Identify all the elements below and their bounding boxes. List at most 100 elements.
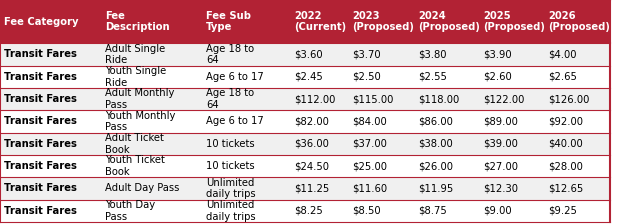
- Text: Transit Fares: Transit Fares: [4, 139, 77, 149]
- Bar: [202, 43, 290, 66]
- Bar: [349, 0, 414, 43]
- Text: Youth Single
Ride: Youth Single Ride: [105, 66, 166, 88]
- Text: $28.00: $28.00: [548, 161, 583, 171]
- Text: $2.45: $2.45: [294, 72, 323, 82]
- Bar: [101, 0, 202, 43]
- Bar: [202, 133, 290, 155]
- Bar: [202, 200, 290, 222]
- Bar: [290, 177, 349, 200]
- Text: $11.25: $11.25: [294, 183, 329, 193]
- Text: 2023
(Proposed): 2023 (Proposed): [353, 11, 414, 32]
- Bar: [480, 43, 545, 66]
- Text: $24.50: $24.50: [294, 161, 329, 171]
- Bar: [545, 43, 610, 66]
- Bar: [101, 43, 202, 66]
- Text: $2.50: $2.50: [353, 72, 381, 82]
- Bar: [414, 110, 480, 133]
- Text: $2.55: $2.55: [418, 72, 447, 82]
- Bar: [414, 155, 480, 177]
- Text: Age 6 to 17: Age 6 to 17: [206, 116, 264, 126]
- Text: $112.00: $112.00: [294, 94, 335, 104]
- Text: 2022
(Current): 2022 (Current): [294, 11, 346, 32]
- Bar: [349, 177, 414, 200]
- Bar: [545, 133, 610, 155]
- Text: 10 tickets: 10 tickets: [206, 139, 254, 149]
- Bar: [414, 133, 480, 155]
- Text: $37.00: $37.00: [353, 139, 388, 149]
- Bar: [349, 88, 414, 110]
- Bar: [480, 66, 545, 88]
- Bar: [290, 155, 349, 177]
- Text: Transit Fares: Transit Fares: [4, 50, 77, 59]
- Bar: [545, 66, 610, 88]
- Bar: [545, 88, 610, 110]
- Text: Youth Monthly
Pass: Youth Monthly Pass: [105, 111, 175, 132]
- Text: Youth Day
Pass: Youth Day Pass: [105, 200, 155, 222]
- Bar: [0, 66, 101, 88]
- Bar: [202, 110, 290, 133]
- Text: $8.50: $8.50: [353, 206, 381, 216]
- Bar: [545, 200, 610, 222]
- Text: Age 18 to
64: Age 18 to 64: [206, 88, 254, 110]
- Bar: [101, 66, 202, 88]
- Bar: [290, 200, 349, 222]
- Text: $11.95: $11.95: [418, 183, 453, 193]
- Bar: [290, 66, 349, 88]
- Text: 2024
(Proposed): 2024 (Proposed): [418, 11, 480, 32]
- Bar: [101, 133, 202, 155]
- Text: $92.00: $92.00: [548, 116, 583, 126]
- Text: Fee Sub
Type: Fee Sub Type: [206, 11, 251, 32]
- Bar: [480, 88, 545, 110]
- Bar: [545, 110, 610, 133]
- Bar: [0, 155, 101, 177]
- Text: $27.00: $27.00: [483, 161, 518, 171]
- Text: Adult Ticket
Book: Adult Ticket Book: [105, 133, 164, 155]
- Text: $36.00: $36.00: [294, 139, 329, 149]
- Bar: [0, 0, 101, 43]
- Text: $89.00: $89.00: [483, 116, 518, 126]
- Bar: [349, 43, 414, 66]
- Bar: [480, 0, 545, 43]
- Text: $2.65: $2.65: [548, 72, 577, 82]
- Bar: [349, 66, 414, 88]
- Bar: [101, 200, 202, 222]
- Text: $2.60: $2.60: [483, 72, 512, 82]
- Text: 10 tickets: 10 tickets: [206, 161, 254, 171]
- Bar: [414, 177, 480, 200]
- Bar: [414, 43, 480, 66]
- Text: $26.00: $26.00: [418, 161, 453, 171]
- Bar: [349, 110, 414, 133]
- Text: $8.25: $8.25: [294, 206, 323, 216]
- Bar: [480, 110, 545, 133]
- Text: Unlimited
daily trips: Unlimited daily trips: [206, 178, 255, 199]
- Text: Transit Fares: Transit Fares: [4, 161, 77, 171]
- Bar: [414, 200, 480, 222]
- Text: Adult Day Pass: Adult Day Pass: [105, 183, 179, 193]
- Text: Fee Category: Fee Category: [4, 17, 78, 27]
- Bar: [349, 200, 414, 222]
- Text: $82.00: $82.00: [294, 116, 329, 126]
- Text: $126.00: $126.00: [548, 94, 590, 104]
- Bar: [480, 155, 545, 177]
- Text: $3.70: $3.70: [353, 50, 381, 59]
- Text: Adult Single
Ride: Adult Single Ride: [105, 44, 165, 65]
- Bar: [0, 88, 101, 110]
- Bar: [414, 88, 480, 110]
- Bar: [202, 0, 290, 43]
- Bar: [414, 66, 480, 88]
- Bar: [290, 110, 349, 133]
- Text: $12.30: $12.30: [483, 183, 518, 193]
- Text: Youth Ticket
Book: Youth Ticket Book: [105, 155, 164, 177]
- Text: $9.00: $9.00: [483, 206, 511, 216]
- Bar: [545, 0, 610, 43]
- Bar: [290, 0, 349, 43]
- Bar: [414, 0, 480, 43]
- Bar: [0, 200, 101, 222]
- Bar: [480, 177, 545, 200]
- Bar: [349, 133, 414, 155]
- Text: $3.90: $3.90: [483, 50, 511, 59]
- Bar: [545, 177, 610, 200]
- Text: $115.00: $115.00: [353, 94, 394, 104]
- Bar: [0, 110, 101, 133]
- Bar: [290, 133, 349, 155]
